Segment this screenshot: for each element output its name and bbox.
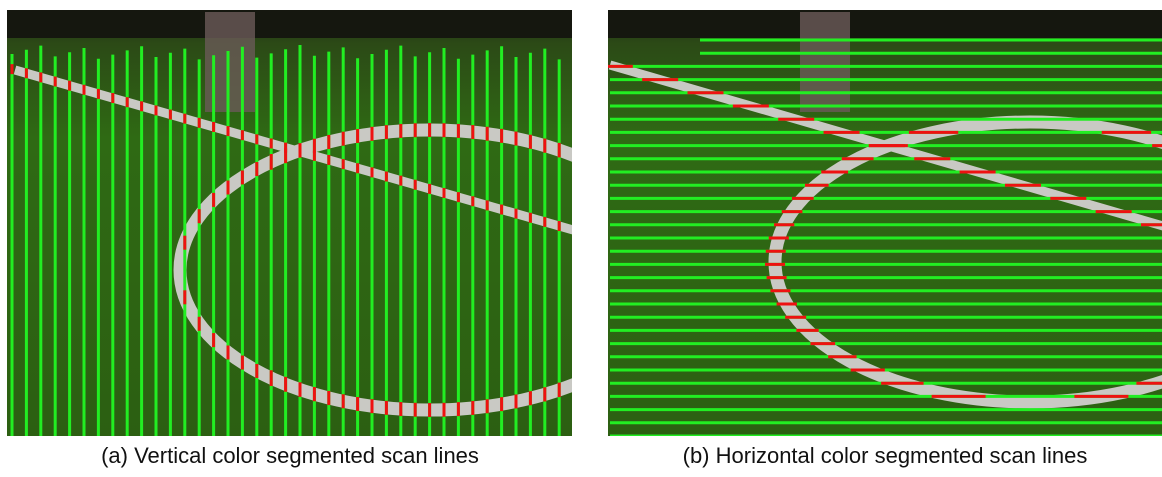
background [7,10,572,38]
panel-a [7,10,680,436]
background [608,10,1162,38]
robot [800,12,850,112]
panel-b [597,10,1162,436]
caption: (a) Vertical color segmented scan lines [101,443,479,468]
caption: (b) Horizontal color segmented scan line… [683,443,1088,468]
figure: (a) Vertical color segmented scan lines … [0,0,1162,477]
